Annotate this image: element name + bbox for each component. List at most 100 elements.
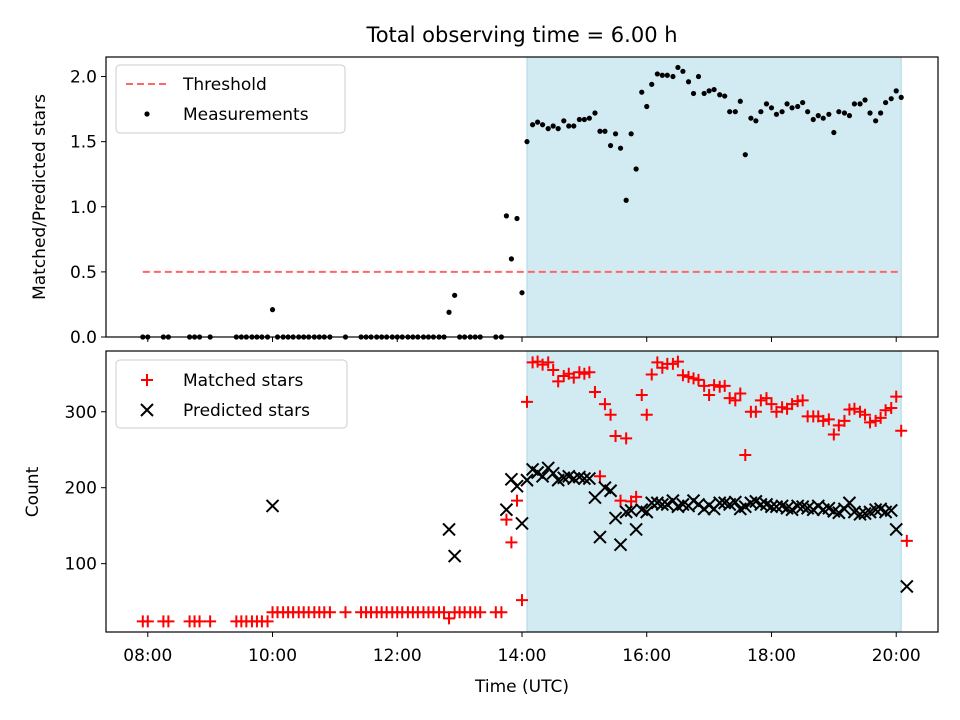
measurement-point <box>269 307 276 313</box>
legend-matched-label: Matched stars <box>183 371 303 391</box>
predicted-star-point <box>535 469 550 484</box>
predicted-star-point <box>265 499 280 513</box>
measurement-point <box>706 88 712 94</box>
measurement-point <box>857 101 863 107</box>
measurement-point <box>530 122 536 128</box>
matched-star-point <box>438 606 451 619</box>
measurement-point <box>623 197 629 203</box>
measurement-point <box>810 116 816 123</box>
top-y-tick-label: 0.5 <box>70 263 97 283</box>
bottom-panel: 100 200 300 08:00 10:00 12:00 14:00 16:00 18:00 2… <box>65 350 939 666</box>
measurement-point <box>795 103 801 110</box>
measurement-point <box>883 99 889 106</box>
matched-star-point <box>620 432 633 445</box>
measurement-point <box>514 215 520 222</box>
top-y-axis-label: Matched/Predicted stars <box>30 94 50 300</box>
predicted-star-point <box>884 503 898 518</box>
measurement-point <box>737 98 743 104</box>
predicted-star-point <box>728 495 743 509</box>
predicted-star-point <box>613 537 628 552</box>
matched-star-point <box>765 398 778 411</box>
measurement-point <box>717 92 723 98</box>
predicted-star-point <box>790 499 805 513</box>
matched-star-point <box>676 369 689 382</box>
matched-star-point <box>520 395 533 408</box>
measurement-point <box>878 110 884 116</box>
measurement-point <box>826 111 832 117</box>
top-panel: 0.0 0.5 1.0 1.5 2.0 <box>70 56 939 348</box>
predicted-star-point <box>442 522 456 537</box>
top-legend-box <box>115 64 346 134</box>
matched-star-point <box>500 513 513 526</box>
matched-star-point <box>614 494 627 507</box>
measurement-point <box>831 129 837 136</box>
legend-threshold-label: Threshold <box>182 75 267 95</box>
x-tick-label: 10:00 <box>248 646 297 666</box>
measurement-point <box>539 122 546 128</box>
measurement-point <box>602 128 608 134</box>
bottom-y-tick-label: 300 <box>65 403 97 423</box>
matched-star-point <box>692 373 705 386</box>
legend-measurements-label: Measurements <box>183 105 309 125</box>
measurement-point <box>862 97 868 103</box>
matched-star-point <box>443 612 456 625</box>
measurement-point <box>633 166 639 172</box>
matched-star-point <box>162 615 175 628</box>
measurement-point <box>446 309 452 315</box>
predicted-star-point <box>499 503 514 517</box>
measurement-point <box>592 110 598 116</box>
matched-legend-swatch <box>141 374 153 386</box>
bottom-y-tick-label: 100 <box>65 555 97 575</box>
x-axis-label: Time (UTC) <box>474 677 569 697</box>
measurement-point <box>534 119 541 125</box>
x-tick-label: 14:00 <box>498 646 547 666</box>
measurement-point <box>867 110 873 116</box>
legend-predicted-label: Predicted stars <box>183 401 310 421</box>
measurement-point <box>675 64 681 71</box>
matched-star-point <box>552 375 565 388</box>
measurement-point <box>452 292 458 298</box>
bottom-legend: Matched stars Predicted stars <box>115 359 348 429</box>
measurement-point <box>566 123 572 129</box>
measurement-point <box>779 109 785 115</box>
matched-star-point <box>729 394 742 407</box>
measurement-point <box>701 90 707 97</box>
predicted-star-point <box>780 501 794 515</box>
matched-star-point <box>708 379 721 392</box>
measurement-point <box>768 105 775 111</box>
measurement-point <box>644 103 650 110</box>
matched-star-point <box>204 615 217 628</box>
matched-star-point <box>723 392 736 405</box>
top-y-tick-label: 1.0 <box>70 198 97 218</box>
x-tick-label: 18:00 <box>747 646 796 666</box>
matched-star-point <box>604 408 617 421</box>
predicted-star-point <box>655 497 670 512</box>
predicted-star-point <box>645 496 659 510</box>
measurement-point <box>612 131 619 137</box>
predicted-star-point <box>795 499 810 514</box>
measurement-point <box>763 101 770 107</box>
top-observing-span <box>526 56 902 338</box>
measurement-point <box>742 152 748 158</box>
matched-star-point <box>609 430 622 443</box>
matched-star-point <box>598 398 611 411</box>
matched-star-point <box>645 368 658 381</box>
measurement-point <box>586 115 592 121</box>
measurement-point <box>659 72 665 78</box>
matched-star-point <box>822 413 835 426</box>
matched-star-point <box>193 615 206 628</box>
matched-star-point <box>495 606 508 619</box>
measurement-point <box>888 96 894 102</box>
top-y-tick-label: 0.0 <box>70 328 97 348</box>
measurement-point <box>873 118 879 124</box>
predicted-star-point <box>608 511 623 525</box>
predicted-star-point <box>629 522 643 537</box>
matched-star-point <box>511 494 524 507</box>
measurement-point <box>789 105 795 111</box>
matched-star-point <box>593 470 606 483</box>
measurements-legend-swatch <box>144 111 150 117</box>
measurement-point <box>571 123 577 129</box>
measurement-point <box>617 145 624 151</box>
predicted-star-point <box>577 471 592 486</box>
measurement-point <box>841 110 848 116</box>
